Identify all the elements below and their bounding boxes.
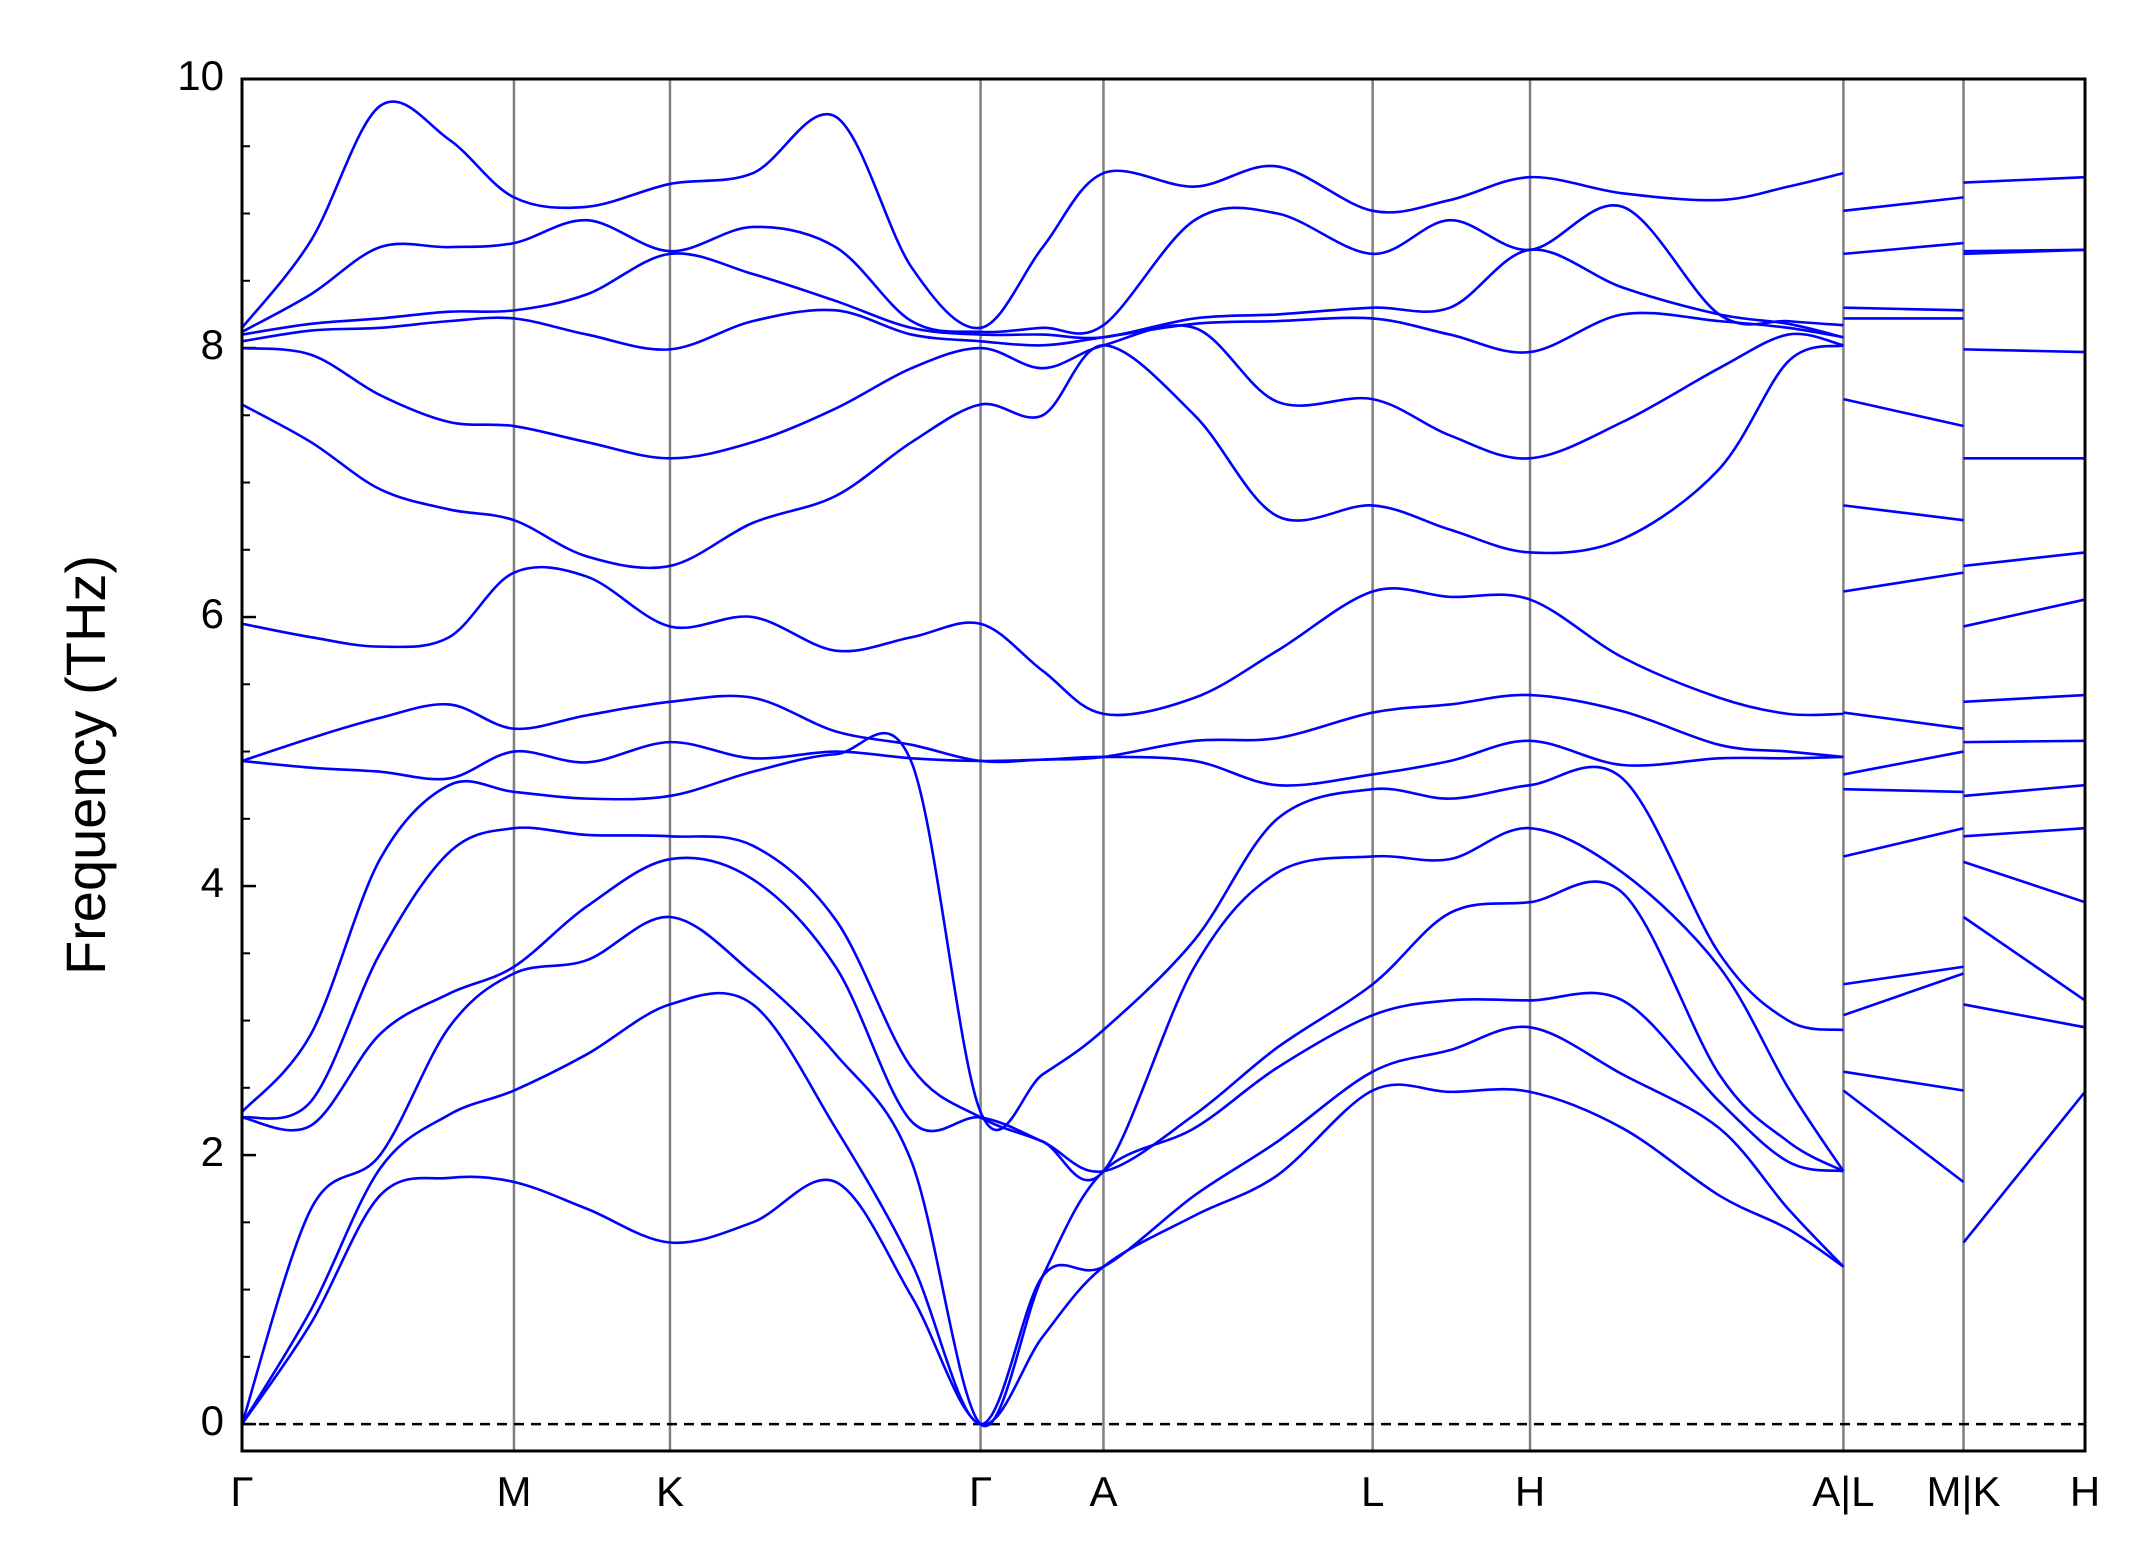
band	[241, 693, 2086, 764]
x-tick-label: M|K	[1927, 1468, 2001, 1515]
band	[241, 324, 2085, 460]
band	[241, 344, 2086, 570]
y-tick-label: 0	[201, 1397, 224, 1444]
x-tick-label: Γ	[230, 1468, 253, 1515]
x-tick-label: K	[656, 1468, 684, 1515]
y-tick-label: 8	[201, 321, 224, 368]
band	[240, 915, 2086, 1428]
band	[241, 739, 2086, 787]
band	[241, 565, 2086, 717]
x-tick-label: L	[1361, 1468, 1384, 1515]
y-tick-label: 4	[201, 859, 224, 906]
y-axis-label: Frequency (THz)	[54, 555, 117, 975]
band	[240, 991, 2086, 1426]
band	[241, 731, 2086, 1132]
y-tick-label: 10	[177, 52, 224, 99]
x-tick-label: H	[1515, 1468, 1545, 1515]
band	[240, 1083, 2087, 1426]
x-tick-label: A	[1089, 1468, 1117, 1515]
y-tick-label: 2	[201, 1128, 224, 1175]
band	[241, 856, 2086, 1173]
band	[241, 204, 2086, 335]
band	[241, 248, 2086, 340]
x-tick-label: H	[2070, 1468, 2100, 1515]
band	[241, 826, 2086, 1182]
x-tick-label: A|L	[1812, 1468, 1874, 1515]
band	[240, 100, 2086, 330]
x-tick-label: Γ	[969, 1468, 992, 1515]
y-tick-label: 6	[201, 590, 224, 637]
band	[241, 308, 2086, 354]
x-tick-label: M	[496, 1468, 531, 1515]
plot-frame	[240, 77, 2087, 1453]
